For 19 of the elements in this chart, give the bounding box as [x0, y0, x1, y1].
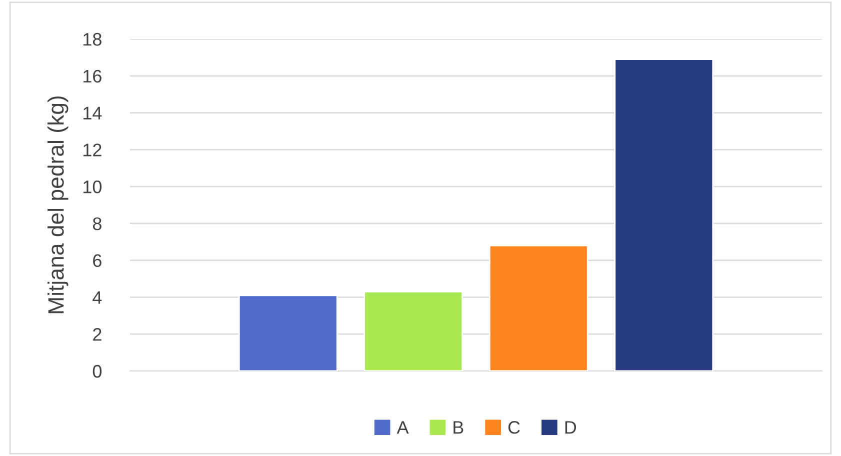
legend-label: A — [396, 421, 409, 434]
bar — [488, 244, 588, 371]
y-tick-label: 16 — [84, 70, 102, 83]
legend-label: D — [565, 421, 576, 434]
legend-label: B — [454, 421, 464, 434]
y-tick-label: 4 — [92, 291, 102, 304]
y-axis-title: Mitjana del pedral (kg) — [48, 96, 68, 314]
bar — [614, 58, 714, 371]
y-tick-label: 10 — [84, 180, 102, 194]
y-tick-label: 0 — [92, 364, 102, 378]
bar — [238, 294, 338, 371]
y-tick-label: 14 — [84, 106, 102, 120]
y-tick-label: 2 — [93, 328, 102, 341]
y-tick-label: 12 — [84, 144, 102, 156]
bar — [364, 290, 464, 371]
y-tick-label: 18 — [84, 32, 102, 46]
legend-label: C — [508, 421, 520, 434]
y-tick-label: 8 — [92, 217, 102, 230]
y-tick-label: 6 — [93, 254, 102, 268]
